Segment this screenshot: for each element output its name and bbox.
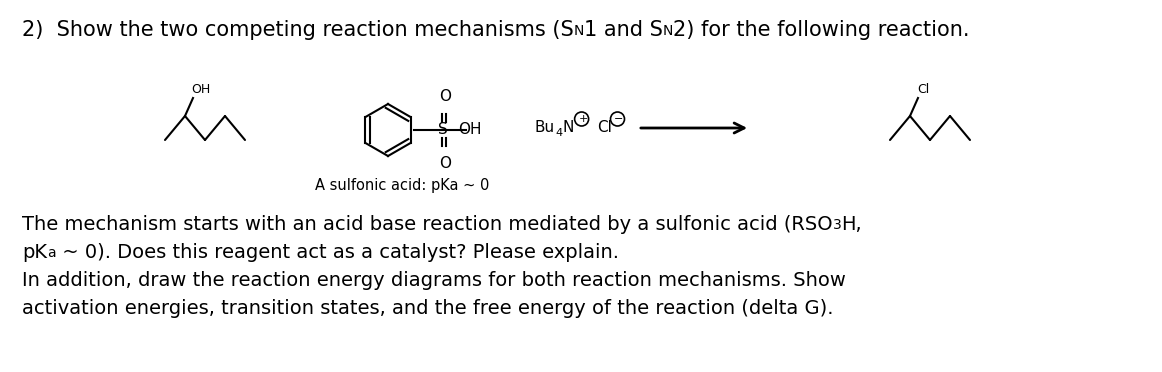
Text: OH: OH <box>191 83 210 96</box>
Text: 3: 3 <box>833 218 841 232</box>
Text: S: S <box>438 122 447 137</box>
Text: ~ 0). Does this reagent act as a catalyst? Please explain.: ~ 0). Does this reagent act as a catalys… <box>56 243 618 262</box>
Text: 4: 4 <box>555 128 562 138</box>
Text: +: + <box>579 114 588 124</box>
Text: 1 and S: 1 and S <box>584 20 664 40</box>
Text: 2)  Show the two competing reaction mechanisms (S: 2) Show the two competing reaction mecha… <box>22 20 574 40</box>
Text: In addition, draw the reaction energy diagrams for both reaction mechanisms. Sho: In addition, draw the reaction energy di… <box>22 271 846 290</box>
Text: −: − <box>614 114 623 124</box>
Text: A sulfonic acid: pKa ~ 0: A sulfonic acid: pKa ~ 0 <box>315 178 489 193</box>
Text: a: a <box>46 246 56 260</box>
Text: O: O <box>439 156 451 171</box>
Text: N: N <box>562 121 574 135</box>
Text: O: O <box>439 89 451 104</box>
Text: activation energies, transition states, and the free energy of the reaction (del: activation energies, transition states, … <box>22 299 833 318</box>
Text: Cl: Cl <box>917 83 930 96</box>
Text: 2) for the following reaction.: 2) for the following reaction. <box>673 20 970 40</box>
Text: N: N <box>664 24 673 38</box>
Text: OH: OH <box>458 122 481 137</box>
Text: Cl: Cl <box>596 121 611 135</box>
Text: Bu: Bu <box>535 121 555 135</box>
Text: pK: pK <box>22 243 46 262</box>
Text: N: N <box>574 24 584 38</box>
Text: The mechanism starts with an acid base reaction mediated by a sulfonic acid (RSO: The mechanism starts with an acid base r… <box>22 215 833 234</box>
Text: H,: H, <box>841 215 862 234</box>
